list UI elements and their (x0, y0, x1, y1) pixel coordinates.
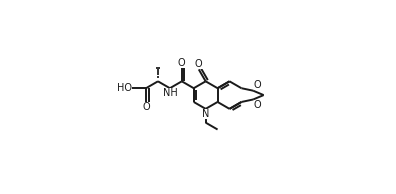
Text: O: O (254, 80, 261, 90)
Text: N: N (202, 109, 209, 119)
Text: O: O (142, 102, 150, 112)
Text: O: O (178, 58, 186, 68)
Text: NH: NH (162, 88, 177, 98)
Text: O: O (195, 59, 203, 69)
Text: O: O (254, 100, 261, 110)
Text: HO: HO (117, 83, 132, 93)
